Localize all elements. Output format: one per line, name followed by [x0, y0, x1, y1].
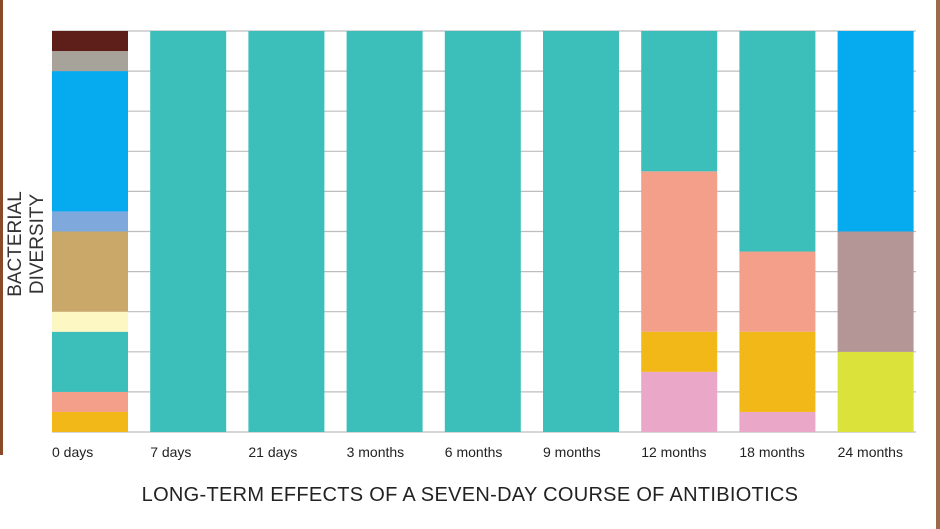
bar-segment — [52, 211, 128, 232]
bar-segment — [52, 331, 128, 392]
bar-segment — [837, 31, 914, 232]
bar-segment — [837, 351, 914, 432]
x-axis-label: LONG-TERM EFFECTS OF A SEVEN-DAY COURSE … — [141, 484, 799, 506]
bar-segment — [739, 251, 816, 332]
bar-segment — [52, 71, 128, 212]
bar-segment — [641, 331, 718, 372]
bar-segment — [248, 31, 325, 432]
x-tick-label: 9 months — [543, 444, 601, 460]
bar-segment — [641, 171, 718, 332]
x-tick-label: 12 months — [641, 444, 706, 460]
bar-segment — [150, 31, 227, 432]
y-axis-label: BACTERIAL DIVERSITY — [5, 191, 48, 297]
bar-segment — [52, 231, 128, 312]
x-tick-label: 18 months — [739, 444, 804, 460]
x-tick-label: 21 days — [248, 444, 297, 460]
bar-segment — [52, 31, 128, 52]
bar-segment — [641, 371, 718, 432]
bar-segment — [837, 231, 914, 352]
x-tick-label: 6 months — [445, 444, 503, 460]
bar-segment — [444, 31, 521, 432]
x-tick-label: 0 days — [52, 444, 93, 460]
x-tick-label: 24 months — [838, 444, 903, 460]
x-tick-label: 3 months — [347, 444, 405, 460]
bar-segment — [52, 391, 128, 412]
frame-border-right — [936, 0, 940, 529]
x-tick-label: 7 days — [150, 444, 191, 460]
bar-segment — [52, 411, 128, 432]
frame-border-left — [0, 0, 3, 455]
bar-segment — [52, 51, 128, 72]
bar-segment — [739, 331, 816, 412]
bar-segment — [346, 31, 423, 432]
bar-segment — [739, 31, 816, 252]
bar-segment — [641, 31, 718, 172]
bar-segment — [543, 31, 619, 432]
bar-segment — [52, 311, 128, 332]
bar-segment — [739, 411, 816, 432]
